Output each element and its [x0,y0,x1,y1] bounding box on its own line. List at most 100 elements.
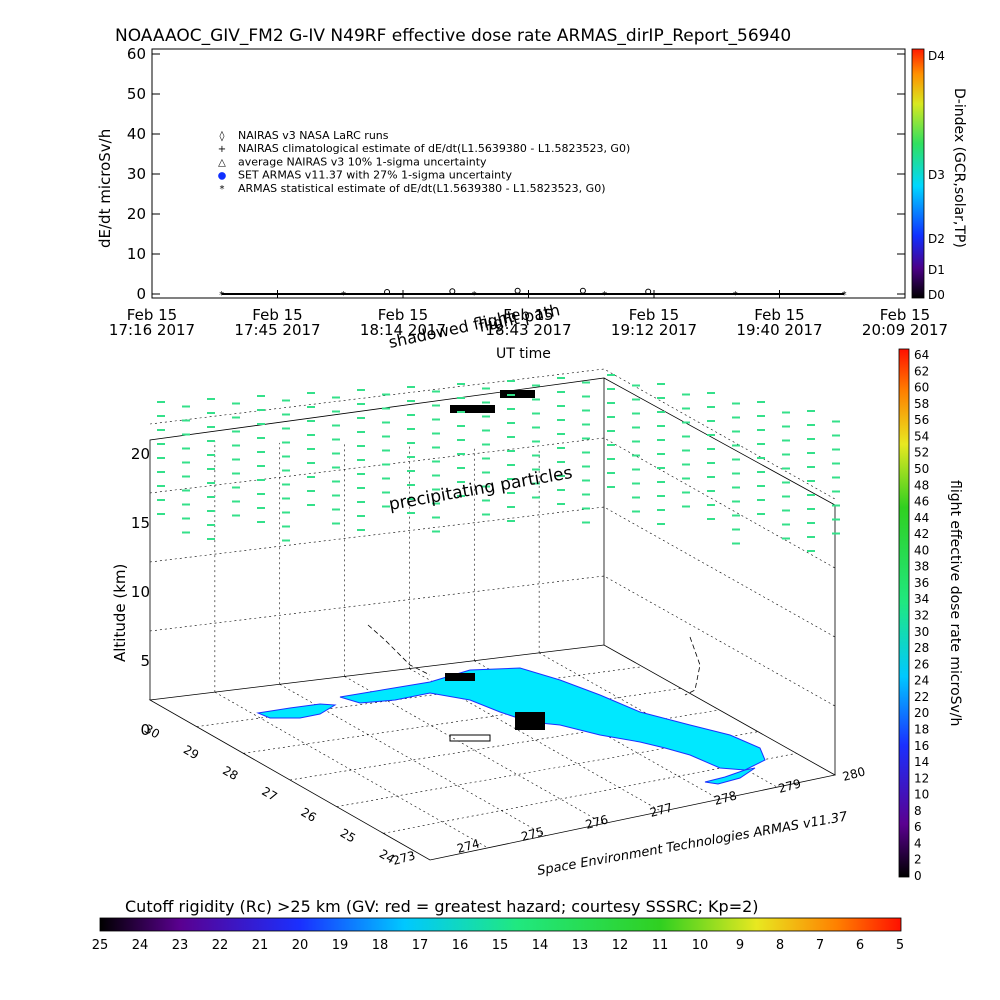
altitude-axis-label: Altitude (km) [111,564,129,662]
bottom-colorbar-tick-label: 15 [492,938,509,953]
nairas-point [384,289,391,295]
latitude-tick-label: 25 [338,826,358,846]
altitude-tick-label: 5 [140,652,150,670]
nairas-point [579,287,586,294]
bottom-colorbar-tick-label: 25 [92,938,109,953]
right-colorbar-tick-label: 4 [914,836,922,850]
right-colorbar-tick-label: 60 [914,381,929,395]
x-tick-label-date: Feb 15 [754,306,804,324]
x-tick-label-time: 17:45 2017 [234,321,320,339]
x-tick-label-time: 18:43 2017 [485,321,571,339]
flight-track-altitude [450,390,535,413]
right-colorbar-tick-label: 32 [914,609,929,623]
armas-point: * [733,290,738,301]
latitude-tick-label: 28 [220,763,240,783]
x-tick-label-date: Feb 15 [503,306,553,324]
armas-point: * [602,290,607,301]
dindex-label: D-index (GCR,solar,TP) [951,88,967,248]
bottom-colorbar-tick-label: 18 [372,938,389,953]
bottom-colorbar-tick-label: 9 [736,938,744,953]
bottom-colorbar-group: Cutoff rigidity (Rc) >25 km (GV: red = g… [92,897,904,953]
back-wall-edge [149,377,605,700]
right-colorbar-tick-label: 50 [914,462,929,476]
top-data-marks: * * * * * * [219,287,847,301]
right-colorbar-tick-label: 52 [914,446,929,460]
keys-land [704,767,756,785]
right-colorbar-tick-label: 28 [914,641,929,655]
legend-symbol: ● [218,171,227,182]
altitude-gridline [149,437,836,569]
right-colorbar-tick-label: 48 [914,478,929,492]
legend-symbol: △ [218,157,226,168]
bottom-colorbar-tick-label: 10 [692,938,709,953]
altitude-tick-label: 10 [131,583,150,601]
right-colorbar-group: 0246810121416182022242628303234363840424… [898,348,963,883]
right-colorbar-tick-label: 38 [914,560,929,574]
map-3d: 0 5 10 15 20 Altitude (km) 30 29 28 27 26 25 24 27… [111,300,867,879]
armas-point: * [341,290,346,301]
florida-land [339,667,766,771]
right-colorbar-tick-label: 2 [914,853,922,867]
dindex-tick-label: D0 [928,288,945,302]
top-y-axis-label: dE/dt microSv/h [96,129,114,248]
x-tick-label-time: 17:16 2017 [109,321,195,339]
bottom-colorbar-tick-label: 5 [896,938,904,953]
right-colorbar [898,348,910,878]
y-tick-label: 10 [127,245,146,263]
right-colorbar-tick-label: 34 [914,592,929,606]
precipitating-particles-label: precipitating particles [387,463,574,515]
right-colorbar-tick-label: 44 [914,511,929,525]
bottom-colorbar-tick-label: 7 [816,938,824,953]
flight-track-ground [445,673,545,742]
right-colorbar-tick-label: 36 [914,576,929,590]
dindex-ticks: D0 D1 D2 D3 D4 [928,49,945,302]
longitude-tick-label: 279 [777,776,803,795]
right-colorbar-tick-label: 42 [914,527,929,541]
right-colorbar-tick-label: 20 [914,706,929,720]
altitude-tick-label: 0 [140,721,150,739]
bottom-colorbar-tick-label: 22 [212,938,229,953]
y-tick-label: 20 [127,205,146,223]
altitude-axis: 0 5 10 15 20 [131,445,150,739]
right-colorbar-tick-label: 22 [914,690,929,704]
x-tick-label-date: Feb 15 [127,306,177,324]
nairas-point [449,288,456,295]
bottom-colorbar-tick-label: 21 [252,938,269,953]
x-tick-label-date: Feb 15 [629,306,679,324]
right-colorbar-tick-label: 16 [914,739,929,753]
bottom-colorbar-ticks: 25 24 23 22 21 20 19 18 17 16 15 14 13 12 11 10 9 8 7 6 5 [92,938,904,953]
right-colorbar-tick-label: 30 [914,625,929,639]
right-colorbar-tick-label: 64 [914,348,929,362]
right-colorbar-tick-label: 56 [914,413,929,427]
bottom-colorbar-tick-label: 11 [652,938,669,953]
dindex-colorbar [911,48,925,299]
y-tick-label: 40 [127,125,146,143]
right-colorbar-tick-label: 26 [914,657,929,671]
y-tick-label: 60 [127,45,146,63]
top-legend: ◊ NAIRAS v3 NASA LaRC runs + NAIRAS climato… [218,129,631,195]
latitude-tick-label: 29 [181,742,201,762]
bottom-colorbar-tick-label: 12 [612,938,629,953]
x-tick-label-date: Feb 15 [378,306,428,324]
armas-point: * [472,290,477,301]
legend-entry: ARMAS statistical estimate of dE/dt(L1.5… [238,182,605,195]
bottom-colorbar-tick-label: 14 [532,938,549,953]
bottom-colorbar-tick-label: 16 [452,938,469,953]
top-x-axis-label: UT time [496,346,551,362]
longitude-tick-label: 274 [455,836,481,855]
bottom-colorbar-tick-label: 8 [776,938,784,953]
latitude-tick-label: 24 [377,847,397,867]
dindex-tick-label: D1 [928,263,945,277]
bottom-colorbar-tick-label: 17 [412,938,429,953]
bottom-colorbar [99,917,902,932]
x-tick-label-date: Feb 15 [252,306,302,324]
right-colorbar-tick-label: 0 [914,869,922,883]
panhandle-land [256,703,337,719]
right-colorbar-tick-label: 62 [914,364,929,378]
bottom-colorbar-tick-label: 13 [572,938,589,953]
y-tick-label: 50 [127,85,146,103]
right-colorbar-tick-label: 14 [914,755,929,769]
